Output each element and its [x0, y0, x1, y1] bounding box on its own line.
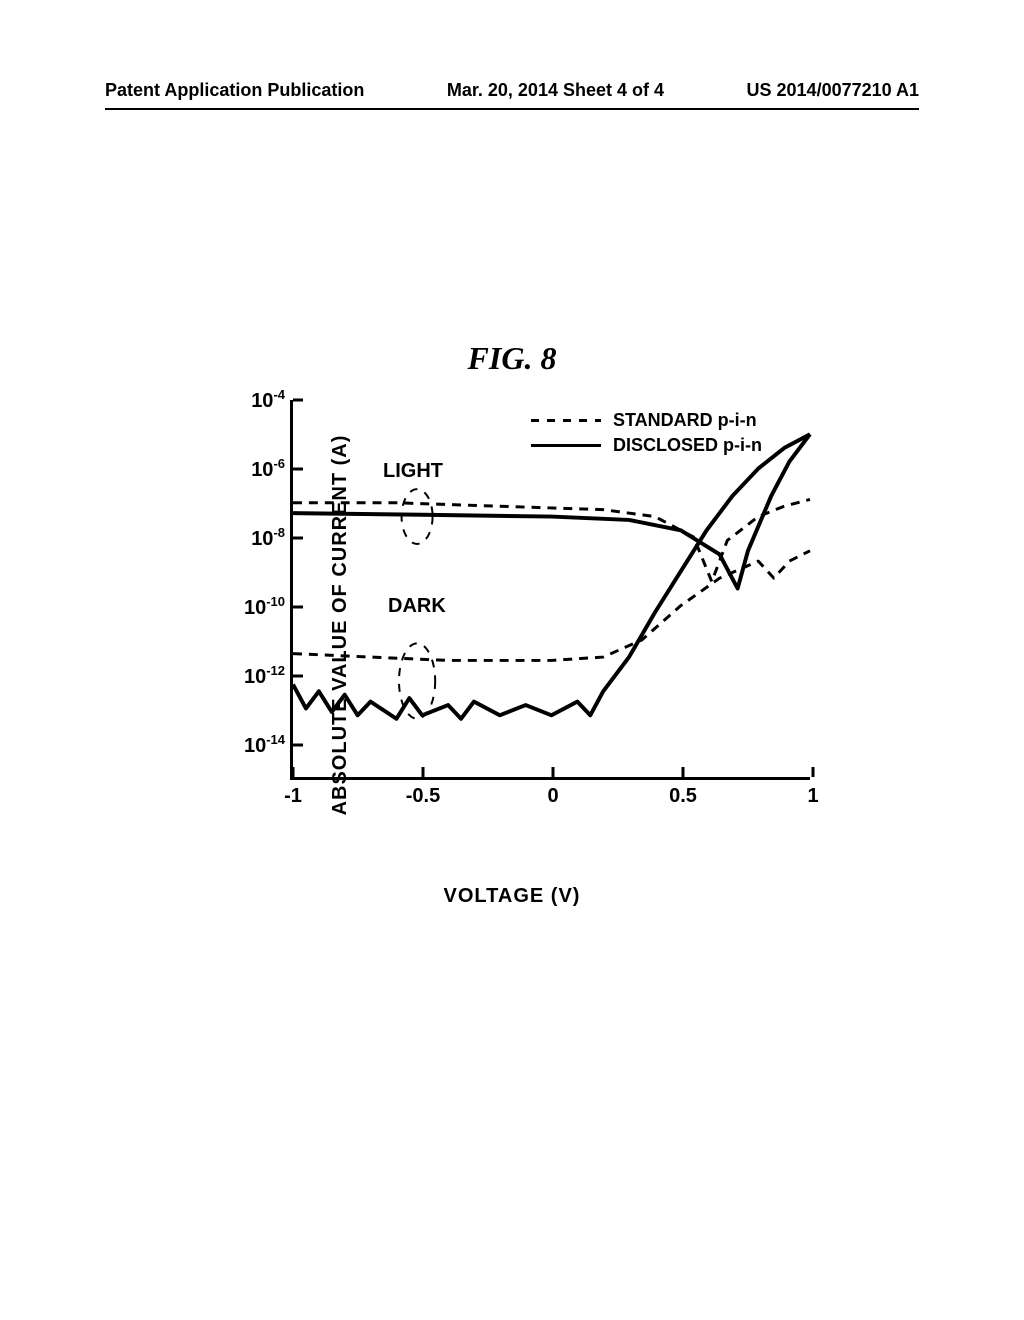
y-tick-mark — [293, 399, 303, 402]
x-tick-mark — [682, 767, 685, 777]
page-header: Patent Application Publication Mar. 20, … — [0, 80, 1024, 101]
y-tick-label: 10-14 — [244, 733, 293, 759]
y-tick-mark — [293, 744, 303, 747]
legend: STANDARD p-i-n DISCLOSED p-i-n — [531, 410, 762, 460]
x-tick-label: 0 — [547, 777, 558, 808]
annotation-light: LIGHT — [383, 460, 443, 483]
x-tick-mark — [292, 767, 295, 777]
legend-standard: STANDARD p-i-n — [531, 410, 762, 431]
x-tick-label: -0.5 — [406, 777, 440, 808]
legend-disclosed-label: DISCLOSED p-i-n — [613, 435, 762, 456]
x-axis-label: VOLTAGE (V) — [444, 885, 581, 908]
annotation-dark: DARK — [388, 595, 446, 618]
x-tick-label: 1 — [807, 777, 818, 808]
x-tick-label: 0.5 — [669, 777, 697, 808]
x-tick-mark — [812, 767, 815, 777]
legend-dashed-icon — [531, 419, 601, 422]
header-rule — [105, 108, 919, 110]
x-tick-mark — [552, 767, 555, 777]
y-tick-mark — [293, 537, 303, 540]
legend-standard-label: STANDARD p-i-n — [613, 410, 757, 431]
series-standard_dark — [293, 551, 810, 661]
y-tick-label: 10-10 — [244, 594, 293, 620]
plot-area: STANDARD p-i-n DISCLOSED p-i-n LIGHT DAR… — [290, 400, 810, 780]
y-tick-label: 10-4 — [251, 387, 293, 413]
header-right: US 2014/0077210 A1 — [747, 80, 919, 101]
y-tick-label: 10-8 — [251, 525, 293, 551]
legend-solid-icon — [531, 444, 601, 447]
figure-title: FIG. 8 — [0, 340, 1024, 377]
series-standard_light — [293, 499, 810, 581]
y-tick-mark — [293, 606, 303, 609]
legend-disclosed: DISCLOSED p-i-n — [531, 435, 762, 456]
header-center: Mar. 20, 2014 Sheet 4 of 4 — [447, 80, 664, 101]
header-left: Patent Application Publication — [105, 80, 364, 101]
x-tick-mark — [422, 767, 425, 777]
y-tick-label: 10-6 — [251, 456, 293, 482]
x-tick-label: -1 — [284, 777, 302, 808]
y-tick-mark — [293, 468, 303, 471]
chart: ABSOLUTE VALUE OF CURRENT (A) STANDARD p… — [170, 400, 854, 850]
y-tick-label: 10-12 — [244, 664, 293, 690]
y-tick-mark — [293, 675, 303, 678]
